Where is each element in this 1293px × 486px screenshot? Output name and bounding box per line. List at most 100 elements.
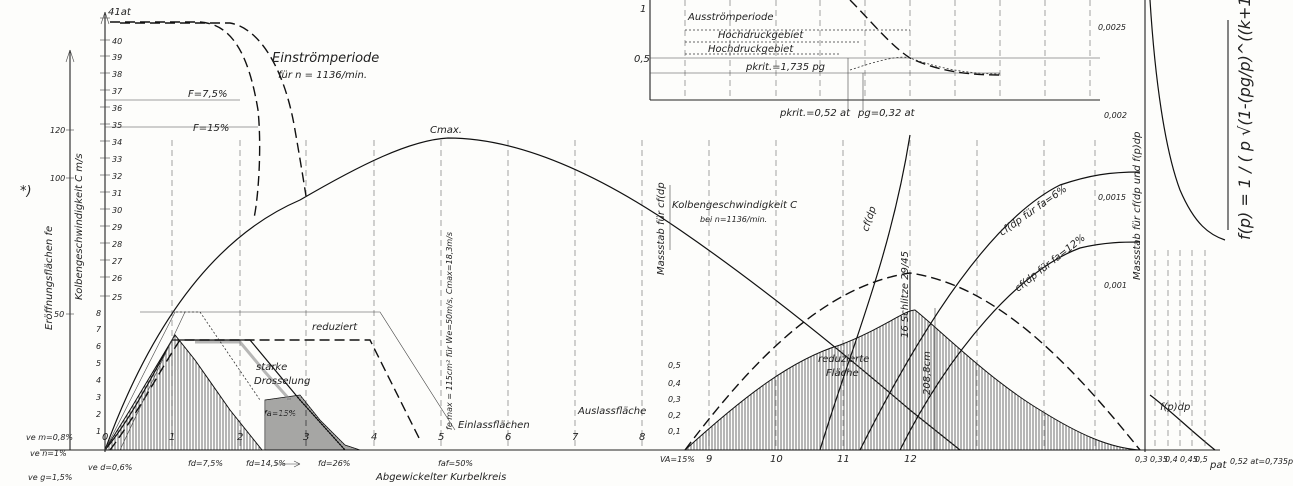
svg-text:4: 4 bbox=[96, 376, 101, 385]
schlitze-label: 16 Schlitze 29/45 bbox=[900, 251, 911, 338]
svg-text:35: 35 bbox=[112, 121, 122, 130]
svg-text:9: 9 bbox=[706, 454, 712, 465]
svg-text:37: 37 bbox=[112, 87, 123, 96]
fa15-label: fa=15% bbox=[264, 409, 296, 418]
fd75-label: fd=7,5% bbox=[188, 459, 223, 468]
svg-text:31: 31 bbox=[112, 189, 122, 198]
svg-text:120: 120 bbox=[50, 126, 65, 135]
svg-text:6: 6 bbox=[96, 342, 101, 351]
cfdp12-label: cf(dp für fa=12% bbox=[1013, 233, 1088, 295]
piston-speed-label-1: Kolbengeschwindigkeit C bbox=[672, 200, 797, 211]
svg-text:0,1: 0,1 bbox=[668, 427, 681, 436]
fp-scale-labels: 0,0025 0,002 0,0015 0,001 bbox=[1098, 23, 1127, 290]
left-small-scale: 8 7 6 5 4 3 2 1 bbox=[96, 309, 102, 436]
pat-axis-title: pat bbox=[1209, 460, 1227, 471]
svg-text:6: 6 bbox=[505, 432, 511, 443]
svg-text:11: 11 bbox=[837, 454, 850, 465]
svg-text:0,5: 0,5 bbox=[668, 361, 681, 370]
svg-text:0,001: 0,001 bbox=[1104, 281, 1127, 290]
va-label: VA=15% bbox=[660, 455, 695, 464]
ve-g-label: ve g=1,5% bbox=[28, 473, 72, 482]
svg-text:0,3: 0,3 bbox=[1135, 455, 1148, 464]
svg-text:36: 36 bbox=[112, 104, 122, 113]
inlet-areas-label: Einlassflächen bbox=[458, 420, 530, 431]
inflow-label-1: Einströmperiode bbox=[272, 51, 379, 66]
inflow-label-2: für n = 1136/min. bbox=[278, 70, 367, 81]
svg-text:8: 8 bbox=[639, 432, 645, 443]
svg-text:0,35: 0,35 bbox=[1150, 455, 1168, 464]
svg-text:34: 34 bbox=[112, 138, 122, 147]
inflow-curve-2 bbox=[120, 22, 307, 197]
svg-text:5: 5 bbox=[438, 432, 444, 443]
svg-text:0,2: 0,2 bbox=[668, 411, 681, 420]
outflow-area-hatched bbox=[683, 309, 1141, 451]
svg-text:2: 2 bbox=[237, 432, 243, 443]
svg-text:0,4: 0,4 bbox=[1165, 455, 1178, 464]
svg-text:1: 1 bbox=[96, 427, 101, 436]
top-at-label: 41at bbox=[108, 7, 132, 18]
svg-text:7: 7 bbox=[572, 432, 579, 443]
hochdruck-label-1: Hochdruckgebiet bbox=[718, 30, 804, 41]
ve-d-label: ve d=0,6% bbox=[88, 463, 132, 472]
reduced-area-label-1: reduzierte bbox=[818, 354, 869, 365]
svg-text:25: 25 bbox=[112, 293, 122, 302]
left-tick-marks bbox=[100, 17, 110, 297]
left-percent-scale: 120 100 50 bbox=[50, 126, 65, 319]
svg-text:40: 40 bbox=[112, 37, 122, 46]
inset-0-5-label: 0,5 bbox=[634, 54, 650, 65]
inset-1-label: 1 bbox=[640, 4, 646, 15]
pkrit-bottom-label: pkrit.=0,52 at bbox=[779, 108, 851, 119]
scale-fp-label: Massstab für cf(dp und f(p)dp bbox=[1132, 132, 1143, 280]
svg-text:0,45: 0,45 bbox=[1180, 455, 1198, 464]
svg-text:0,0025: 0,0025 bbox=[1098, 23, 1126, 32]
piston-speed-label-2: bei n=1136/min. bbox=[700, 215, 767, 224]
svg-text:27: 27 bbox=[112, 257, 123, 266]
svg-text:30: 30 bbox=[112, 206, 122, 215]
piston-speed-curve bbox=[104, 137, 961, 451]
svg-text:28: 28 bbox=[112, 240, 122, 249]
svg-text:8: 8 bbox=[96, 309, 101, 318]
cfdp6-label: cf(dp für fa=6% bbox=[997, 184, 1069, 239]
pat-scale-labels: 40 39 38 37 36 35 34 33 32 31 30 29 28 2… bbox=[112, 37, 123, 302]
cfdp-label: cf(dp bbox=[860, 205, 878, 233]
outlet-area-label: Auslassfläche bbox=[577, 406, 646, 417]
hochdruck-label-2: Hochdruckgebiet bbox=[708, 44, 794, 55]
cmax-label: Cmax. bbox=[430, 125, 462, 136]
svg-text:3: 3 bbox=[96, 393, 101, 402]
mid-scale-labels: 0,5 0,4 0,3 0,2 0,1 bbox=[668, 361, 681, 436]
svg-text:0,4: 0,4 bbox=[668, 379, 681, 388]
crank-axis-title: Abgewickelter Kurbelkreis bbox=[375, 472, 506, 483]
fd26-label: fd=26% bbox=[318, 459, 350, 468]
ve-n-label: ve n=1% bbox=[30, 449, 67, 458]
inset-box bbox=[649, 0, 1100, 110]
fd145-label: fd=14,5% bbox=[246, 459, 286, 468]
pkrit-top-label: pkrit.=1,735 pg bbox=[745, 62, 825, 73]
svg-text:0,3: 0,3 bbox=[668, 395, 681, 404]
svg-text:3: 3 bbox=[303, 432, 309, 443]
footnote-mark: *) bbox=[20, 184, 32, 199]
pg-label: pg=0,32 at bbox=[857, 108, 916, 119]
svg-text:100: 100 bbox=[50, 174, 65, 183]
svg-text:4: 4 bbox=[371, 432, 377, 443]
ve-m-label: ve m=0,8% bbox=[26, 433, 73, 442]
svg-text:50: 50 bbox=[54, 310, 64, 319]
svg-text:0,002: 0,002 bbox=[1104, 111, 1127, 120]
svg-text:10: 10 bbox=[770, 454, 783, 465]
cfdp12-curve bbox=[899, 241, 1141, 451]
svg-text:1: 1 bbox=[169, 432, 175, 443]
svg-text:38: 38 bbox=[112, 70, 122, 79]
fpdp-label: f(p)dp bbox=[1160, 402, 1190, 413]
svg-text:12: 12 bbox=[904, 454, 917, 465]
svg-text:0,0015: 0,0015 bbox=[1098, 193, 1126, 202]
cfdp-curve bbox=[819, 134, 911, 451]
f75-label: F=7,5% bbox=[188, 89, 228, 100]
crank-tick-labels: 0 1 2 3 4 5 6 7 8 9 10 11 12 bbox=[102, 432, 917, 465]
pressure-tick-labels: 0,3 0,35 0,4 0,45 0,5 bbox=[1135, 455, 1208, 464]
fe-max-label: fe max = 115cm² für We=50m/s, Cmax=18,3m… bbox=[445, 232, 454, 430]
area-value-label: 208,8cm bbox=[922, 351, 933, 395]
inflow-curve-1 bbox=[110, 21, 261, 219]
speed-axis-title: Kolbengeschwindigkeit C m/s bbox=[74, 153, 85, 300]
strong-label: starke bbox=[256, 362, 287, 373]
